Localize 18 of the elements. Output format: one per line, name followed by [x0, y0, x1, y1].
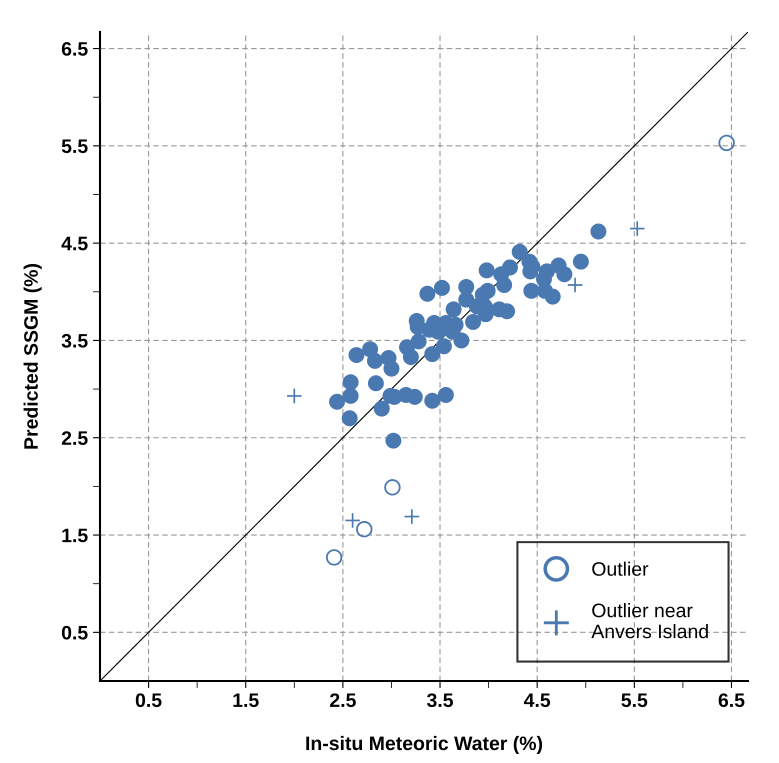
x-tick-label: 0.5 — [136, 693, 162, 708]
y-tick-label: 1.5 — [62, 528, 88, 542]
x-tick-label: 5.5 — [621, 694, 648, 708]
x-tick-label: 3.5 — [426, 693, 454, 708]
legend-label: Outlier near Anvers Island — [591, 603, 708, 638]
y-tick-label: 6.5 — [62, 42, 88, 56]
y-tick-label: 5.5 — [62, 140, 88, 154]
x-tick-label: 1.5 — [233, 694, 259, 708]
y-tick-label: 4.5 — [61, 236, 88, 250]
x-tick-label: 4.5 — [524, 694, 550, 708]
y-tick-label: 0.5 — [62, 626, 88, 640]
x-tick-label: 2.5 — [330, 693, 356, 708]
legend-label: Outlier — [592, 562, 648, 576]
x-axis-title: In-situ Meteoric Water (%) — [306, 736, 542, 754]
y-tick-label: 2.5 — [62, 431, 88, 445]
y-axis-title: Predicted SSGM (%) — [24, 264, 42, 449]
y-tick-label: 3.5 — [62, 334, 88, 348]
x-tick-label: 6.5 — [718, 693, 744, 708]
